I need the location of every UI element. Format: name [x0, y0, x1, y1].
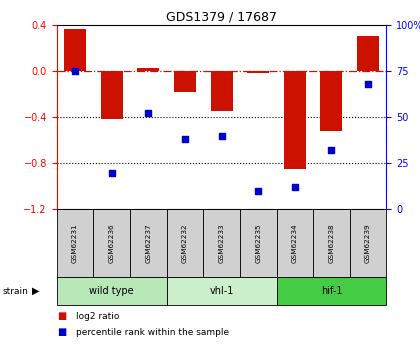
Text: log2 ratio: log2 ratio: [76, 312, 119, 321]
Text: wild type: wild type: [89, 286, 134, 296]
Bar: [57, 277, 167, 305]
Bar: [210, 71, 233, 111]
Point: [108, 170, 115, 175]
Bar: [93, 209, 130, 277]
Point: [255, 188, 262, 194]
Bar: [350, 209, 386, 277]
Text: hif-1: hif-1: [321, 286, 342, 296]
Bar: [174, 71, 196, 92]
Bar: [167, 209, 203, 277]
Point: [145, 111, 152, 116]
Bar: [320, 71, 342, 131]
Bar: [240, 209, 276, 277]
Bar: [284, 71, 306, 169]
Bar: [167, 277, 276, 305]
Bar: [130, 209, 167, 277]
Text: strain: strain: [2, 286, 28, 296]
Text: ▶: ▶: [32, 286, 39, 296]
Text: GSM62237: GSM62237: [145, 223, 151, 263]
Text: GSM62234: GSM62234: [292, 223, 298, 263]
Bar: [64, 29, 86, 71]
Point: [218, 133, 225, 138]
Point: [291, 185, 298, 190]
Bar: [276, 277, 386, 305]
Text: ■: ■: [57, 327, 66, 337]
Text: GSM62235: GSM62235: [255, 223, 261, 263]
Bar: [101, 71, 123, 119]
Text: ■: ■: [57, 312, 66, 322]
Point: [72, 68, 79, 74]
Text: GSM62231: GSM62231: [72, 223, 78, 263]
Bar: [57, 209, 93, 277]
Bar: [247, 71, 269, 73]
Text: GSM62238: GSM62238: [328, 223, 334, 263]
Bar: [357, 36, 379, 71]
Bar: [276, 209, 313, 277]
Point: [181, 137, 188, 142]
Point: [365, 81, 371, 87]
Text: vhl-1: vhl-1: [209, 286, 234, 296]
Text: percentile rank within the sample: percentile rank within the sample: [76, 328, 229, 337]
Bar: [313, 209, 350, 277]
Bar: [137, 68, 159, 71]
Point: [328, 148, 335, 153]
Text: GSM62232: GSM62232: [182, 223, 188, 263]
Bar: [203, 209, 240, 277]
Text: GSM62239: GSM62239: [365, 223, 371, 263]
Text: GSM62236: GSM62236: [109, 223, 115, 263]
Title: GDS1379 / 17687: GDS1379 / 17687: [166, 11, 277, 24]
Text: GSM62233: GSM62233: [218, 223, 225, 263]
